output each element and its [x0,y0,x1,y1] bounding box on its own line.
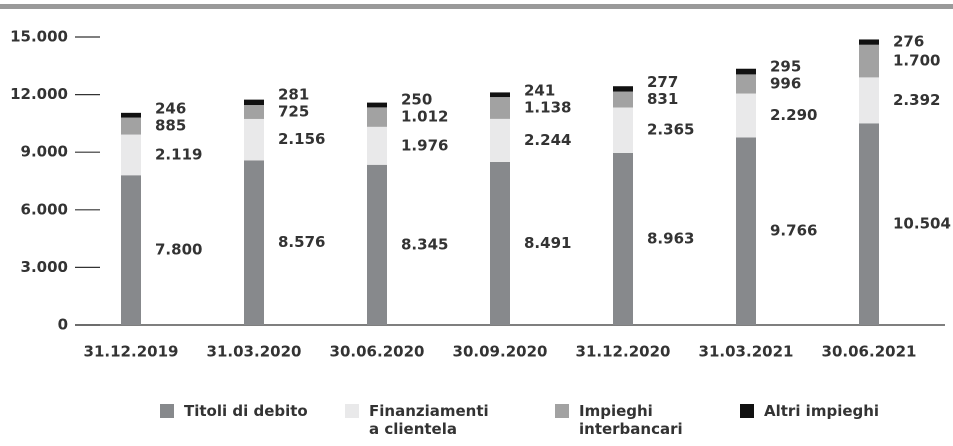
bar-segment [859,123,879,325]
value-label: 885 [155,117,186,135]
bar-segment [490,118,510,162]
x-tick-label: 30.06.2021 [822,343,917,361]
value-label: 2.290 [770,106,817,124]
value-label: 1.138 [524,98,571,116]
bar-segment [613,152,633,325]
value-label: 2.365 [647,121,694,139]
value-label: 2.392 [893,91,940,109]
legend-swatch [740,404,754,418]
legend-label: Impieghi interbancari [579,402,683,438]
x-tick-label: 31.12.2020 [576,343,671,361]
legend: Titoli di debito Finanziamenti a clientel… [0,400,953,446]
bar-segment [367,102,387,108]
bar-segment [613,91,633,108]
value-label: 250 [401,91,432,109]
value-label: 8.576 [278,233,325,251]
value-label: 996 [770,74,801,92]
bar-segment [367,107,387,127]
bar-segment [736,93,756,138]
legend-label: Finanziamenti a clientela [369,402,489,438]
legend-item: Titoli di debito [160,402,314,420]
value-label: 281 [278,85,309,103]
y-tick-label: 15.000 [10,28,68,46]
value-label: 276 [893,33,924,51]
value-label: 7.800 [155,241,202,259]
legend-swatch [345,404,359,418]
bar-segment [490,161,510,325]
value-label: 8.491 [524,234,571,252]
chart: 0 3.000 6.000 9.000 12.000 15.000 31.12.2019 7.… [0,4,953,361]
y-tick-label: 9.000 [21,143,68,161]
top-rule [0,4,953,9]
legend-label: Altri impieghi [764,402,880,420]
bar-segment [859,44,879,78]
bar-segment [859,39,879,45]
value-label: 1.012 [401,108,448,126]
x-tick-label: 30.06.2020 [330,343,425,361]
value-label: 295 [770,57,801,75]
bar-segment [121,112,141,118]
y-tick-label: 6.000 [21,200,68,218]
legend-item: Impieghi interbancari [555,402,709,438]
legend-label: Titoli di debito [184,402,308,420]
value-label: 277 [647,73,678,91]
legend-item: Finanziamenti a clientela [345,402,499,438]
bar-segment [244,105,264,119]
y-tick-label: 3.000 [21,258,68,276]
value-label: 246 [155,100,186,118]
bar-segment [244,160,264,325]
value-label: 8.963 [647,229,694,247]
x-tick-label: 31.12.2019 [84,343,179,361]
x-tick-label: 31.03.2021 [699,343,794,361]
bar-segment [613,86,633,92]
value-label: 2.119 [155,145,202,163]
legend-swatch [160,404,174,418]
value-label: 241 [524,81,555,99]
y-tick-label: 0 [58,316,68,334]
bar-segment [244,118,264,161]
value-label: 1.700 [893,52,940,70]
x-tick-label: 31.03.2020 [207,343,302,361]
value-label: 725 [278,102,309,120]
value-label: 2.156 [278,130,325,148]
legend-swatch [555,404,569,418]
value-label: 831 [647,90,678,108]
bar-segment [121,175,141,325]
y-tick-label: 12.000 [10,85,68,103]
legend-item: Altri impieghi [740,402,894,420]
bar-segment [736,74,756,94]
bar-segment [490,92,510,98]
bar-segment [736,137,756,325]
value-label: 8.345 [401,235,448,253]
value-label: 10.504 [893,215,951,233]
value-label: 1.976 [401,136,448,154]
value-label: 9.766 [770,222,817,240]
bar-segment [367,164,387,325]
bar-segment [367,126,387,165]
value-label: 2.244 [524,131,571,149]
x-tick-label: 30.09.2020 [453,343,548,361]
bar-segment [736,68,756,75]
bar-segment [121,134,141,176]
bar-segment [490,97,510,119]
bar-segment [121,117,141,135]
bar-segment [613,107,633,153]
bar-segment [244,99,264,106]
bar-segment [859,77,879,124]
